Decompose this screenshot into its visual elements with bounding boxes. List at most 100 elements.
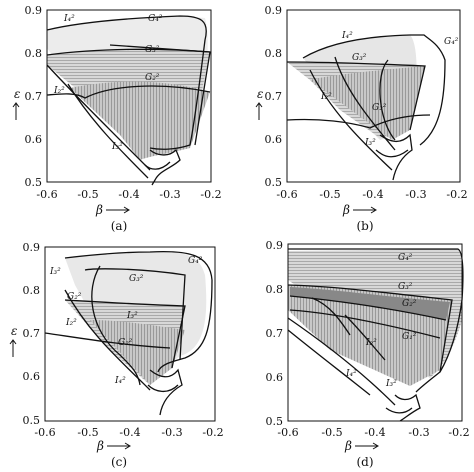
panel-c-curves <box>44 250 213 416</box>
x-tick-label: -0.2 <box>200 188 221 201</box>
y-tick-label: 0.6 <box>266 371 284 384</box>
x-tick-label: -0.5 <box>77 188 98 201</box>
region-label: I₄² <box>341 31 353 41</box>
x-tick-label: -0.6 <box>34 426 55 439</box>
x-axis-arrow-icon <box>107 442 131 450</box>
panel-a-x-ticks: -0.6 -0.5 -0.4 -0.3 -0.2 <box>36 188 221 201</box>
x-axis-arrow-icon <box>355 442 379 450</box>
x-tick-label: -0.4 <box>119 426 140 439</box>
region-label: G₂² <box>67 292 82 302</box>
y-tick-label: 0.7 <box>23 327 41 340</box>
y-tick-label: 0.5 <box>265 176 283 189</box>
region-label: G₄² <box>444 37 459 47</box>
region-label: I₃² <box>126 311 138 321</box>
panel-d-regions <box>288 249 463 386</box>
y-tick-label: 0.8 <box>23 284 41 297</box>
y-tick-label: 0.8 <box>25 47 43 60</box>
panel-c-regions <box>65 251 207 385</box>
x-tick-label: -0.6 <box>36 188 57 201</box>
x-tick-label: -0.2 <box>448 426 469 439</box>
x-tick-label: -0.3 <box>159 188 180 201</box>
x-tick-label: -0.2 <box>446 188 467 201</box>
region-label: G₃² <box>398 282 413 292</box>
panel-d-frame <box>287 243 463 422</box>
region-label: I₄² <box>63 14 75 24</box>
region-label: G₄² <box>398 253 413 263</box>
panel-a: I₄² G₄² G₃² G₂² I₂² I₃² 0.9 0.8 0.7 0.6 … <box>12 4 222 233</box>
x-tick-label: -0.6 <box>276 188 297 201</box>
region-label: G₄² <box>188 256 203 266</box>
region-label: G₁² <box>402 332 417 342</box>
x-tick-label: -0.5 <box>321 426 342 439</box>
panel-c-y-ticks: 0.9 0.8 0.7 0.6 0.5 <box>23 241 41 427</box>
y-tick-label: 0.7 <box>266 327 284 340</box>
y-axis-arrow-icon <box>255 102 263 120</box>
x-tick-label: -0.2 <box>202 426 223 439</box>
panel-c-x-ticks: -0.6 -0.5 -0.4 -0.3 -0.2 <box>34 426 223 439</box>
panel-b-y-ticks: 0.9 0.8 0.7 0.6 0.5 <box>265 4 283 189</box>
y-tick-label: 0.5 <box>23 414 41 427</box>
x-tick-label: -0.4 <box>118 188 139 201</box>
region-label: I₃² <box>364 138 376 148</box>
x-tick-label: -0.6 <box>277 426 298 439</box>
x-tick-label: -0.5 <box>77 426 98 439</box>
x-axis-label: β <box>96 439 104 453</box>
y-axis-label: ε <box>11 324 17 338</box>
y-axis-arrow-icon <box>12 102 20 120</box>
y-tick-label: 0.5 <box>25 176 43 189</box>
x-tick-label: -0.4 <box>364 426 385 439</box>
region-label: I₃² <box>49 267 61 277</box>
panel-a-y-ticks: 0.9 0.8 0.7 0.6 0.5 <box>25 4 43 189</box>
y-tick-label: 0.9 <box>23 241 41 254</box>
region-label: G₃² <box>145 45 160 55</box>
x-tick-label: -0.3 <box>161 426 182 439</box>
panel-a-caption: (a) <box>111 219 128 233</box>
panel-d-caption: (d) <box>356 455 373 469</box>
region-label: I₃² <box>111 142 123 152</box>
y-axis-arrow-icon <box>9 339 17 357</box>
panel-c-region-labels: I₃² G₃² G₄² G₂² I₃² G₂² I₂² I₄² <box>49 256 203 386</box>
y-tick-label: 0.9 <box>265 4 283 17</box>
panel-d: G₄² G₃² G₂² G₁² I₂² I₃² I₄² 0.9 0.8 0.7 … <box>266 239 470 469</box>
panel-b-region-labels: I₄² G₃² G₄² I₂² G₂² I₃² <box>320 31 459 148</box>
region-label: I₂² <box>320 92 332 102</box>
y-tick-label: 0.6 <box>25 133 43 146</box>
y-tick-label: 0.5 <box>266 415 284 428</box>
region-label: G₂² <box>118 338 133 348</box>
x-axis-arrow-icon <box>106 206 130 214</box>
panel-b-regions <box>287 35 425 140</box>
panel-a-curves <box>46 15 211 186</box>
y-tick-label: 0.9 <box>25 4 43 17</box>
panel-d-y-ticks: 0.9 0.8 0.7 0.6 0.5 <box>266 239 284 428</box>
region-label: I₃² <box>385 379 397 389</box>
y-tick-label: 0.9 <box>266 239 284 252</box>
panel-a-region-labels: I₄² G₄² G₃² G₂² I₂² I₃² <box>53 14 163 152</box>
panel-a-frame <box>46 9 212 183</box>
panel-d-region-labels: G₄² G₃² G₂² G₁² I₂² I₃² I₄² <box>345 253 417 389</box>
panel-b-caption: (b) <box>356 219 373 233</box>
region-label: G₃² <box>352 53 367 63</box>
panel-c-frame <box>44 246 216 422</box>
y-axis-label: ε <box>257 87 263 101</box>
region-label: G₂² <box>145 73 160 83</box>
y-tick-label: 0.6 <box>265 133 283 146</box>
region-label: G₄² <box>148 14 163 24</box>
x-axis-label: β <box>344 439 352 453</box>
y-tick-label: 0.7 <box>25 90 43 103</box>
region-label: I₂² <box>365 338 377 348</box>
x-tick-label: -0.3 <box>408 426 429 439</box>
y-tick-label: 0.8 <box>266 283 284 296</box>
region-label: G₂² <box>402 299 417 309</box>
region-label: I₄² <box>345 369 357 379</box>
y-axis-label: ε <box>14 87 20 101</box>
y-tick-label: 0.8 <box>265 47 283 60</box>
y-tick-label: 0.6 <box>23 370 41 383</box>
panel-c: I₃² G₃² G₄² G₂² I₃² G₂² I₂² I₄² 0.9 0.8 … <box>9 241 224 469</box>
region-label: I₄² <box>114 376 126 386</box>
panel-b-curves <box>286 34 446 181</box>
panel-b-x-ticks: -0.6 -0.5 -0.4 -0.3 -0.2 <box>276 188 467 201</box>
region-label: I₂² <box>65 318 77 328</box>
region-label: I₂² <box>53 86 65 96</box>
region-label: G₃² <box>129 274 144 284</box>
